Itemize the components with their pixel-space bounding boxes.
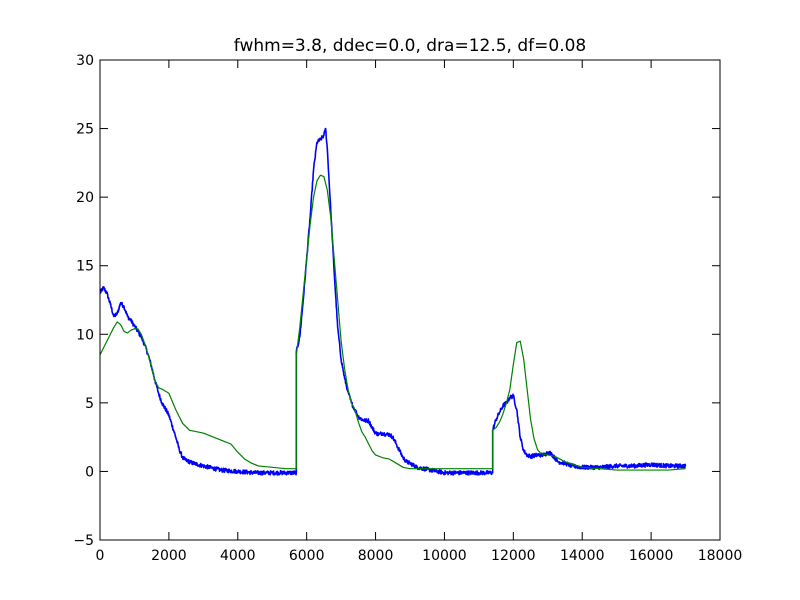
y-axis: −5 0 5 10 15 20 25 30 [73, 53, 720, 549]
plot-frame [99, 59, 721, 541]
y-tick-label: 10 [76, 327, 94, 343]
x-tick-label: 18000 [698, 548, 743, 564]
x-tick-label: 12000 [491, 548, 536, 564]
x-tick-label: 4000 [220, 548, 256, 564]
y-tick-label: 30 [76, 53, 94, 69]
y-tick-label: 25 [76, 122, 94, 138]
x-tick-label: 16000 [629, 548, 674, 564]
x-tick-label: 0 [96, 548, 105, 564]
chart-title: fwhm=3.8, ddec=0.0, dra=12.5, df=0.08 [234, 36, 586, 56]
series-layer [100, 127, 687, 476]
x-tick-label: 6000 [289, 548, 325, 564]
x-tick-label: 10000 [422, 548, 467, 564]
y-tick-label: 5 [85, 396, 94, 412]
x-axis: 0 2000 4000 6000 8000 10000 12000 14000 16000 180… [96, 60, 743, 564]
x-tick-label: 8000 [358, 548, 394, 564]
y-tick-label: −5 [73, 533, 94, 549]
series-line-1 [100, 127, 687, 476]
plot-area [99, 59, 721, 541]
x-tick-label: 14000 [560, 548, 605, 564]
series-line-2 [100, 174, 686, 471]
plot-background [100, 60, 720, 540]
y-tick-label: 20 [76, 190, 94, 206]
x-tick-label: 2000 [151, 548, 187, 564]
y-tick-label: 0 [85, 464, 94, 480]
y-tick-label: 15 [76, 259, 94, 275]
